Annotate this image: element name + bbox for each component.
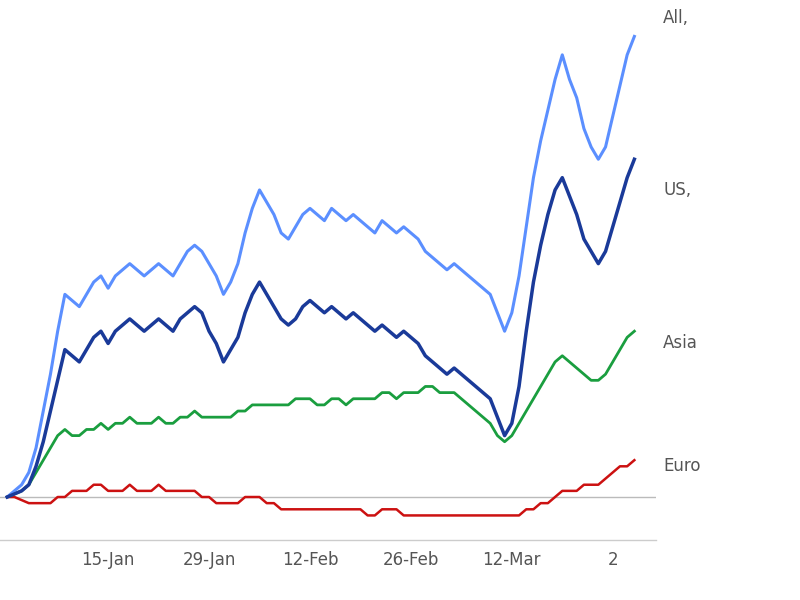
Text: Euro: Euro [663,457,701,475]
Text: All,: All, [663,9,690,27]
Text: ne Bitcoin rally is driven by Americans: ne Bitcoin rally is driven by Americans [16,28,470,52]
Text: US,: US, [663,181,691,199]
Text: Asia: Asia [663,334,698,352]
